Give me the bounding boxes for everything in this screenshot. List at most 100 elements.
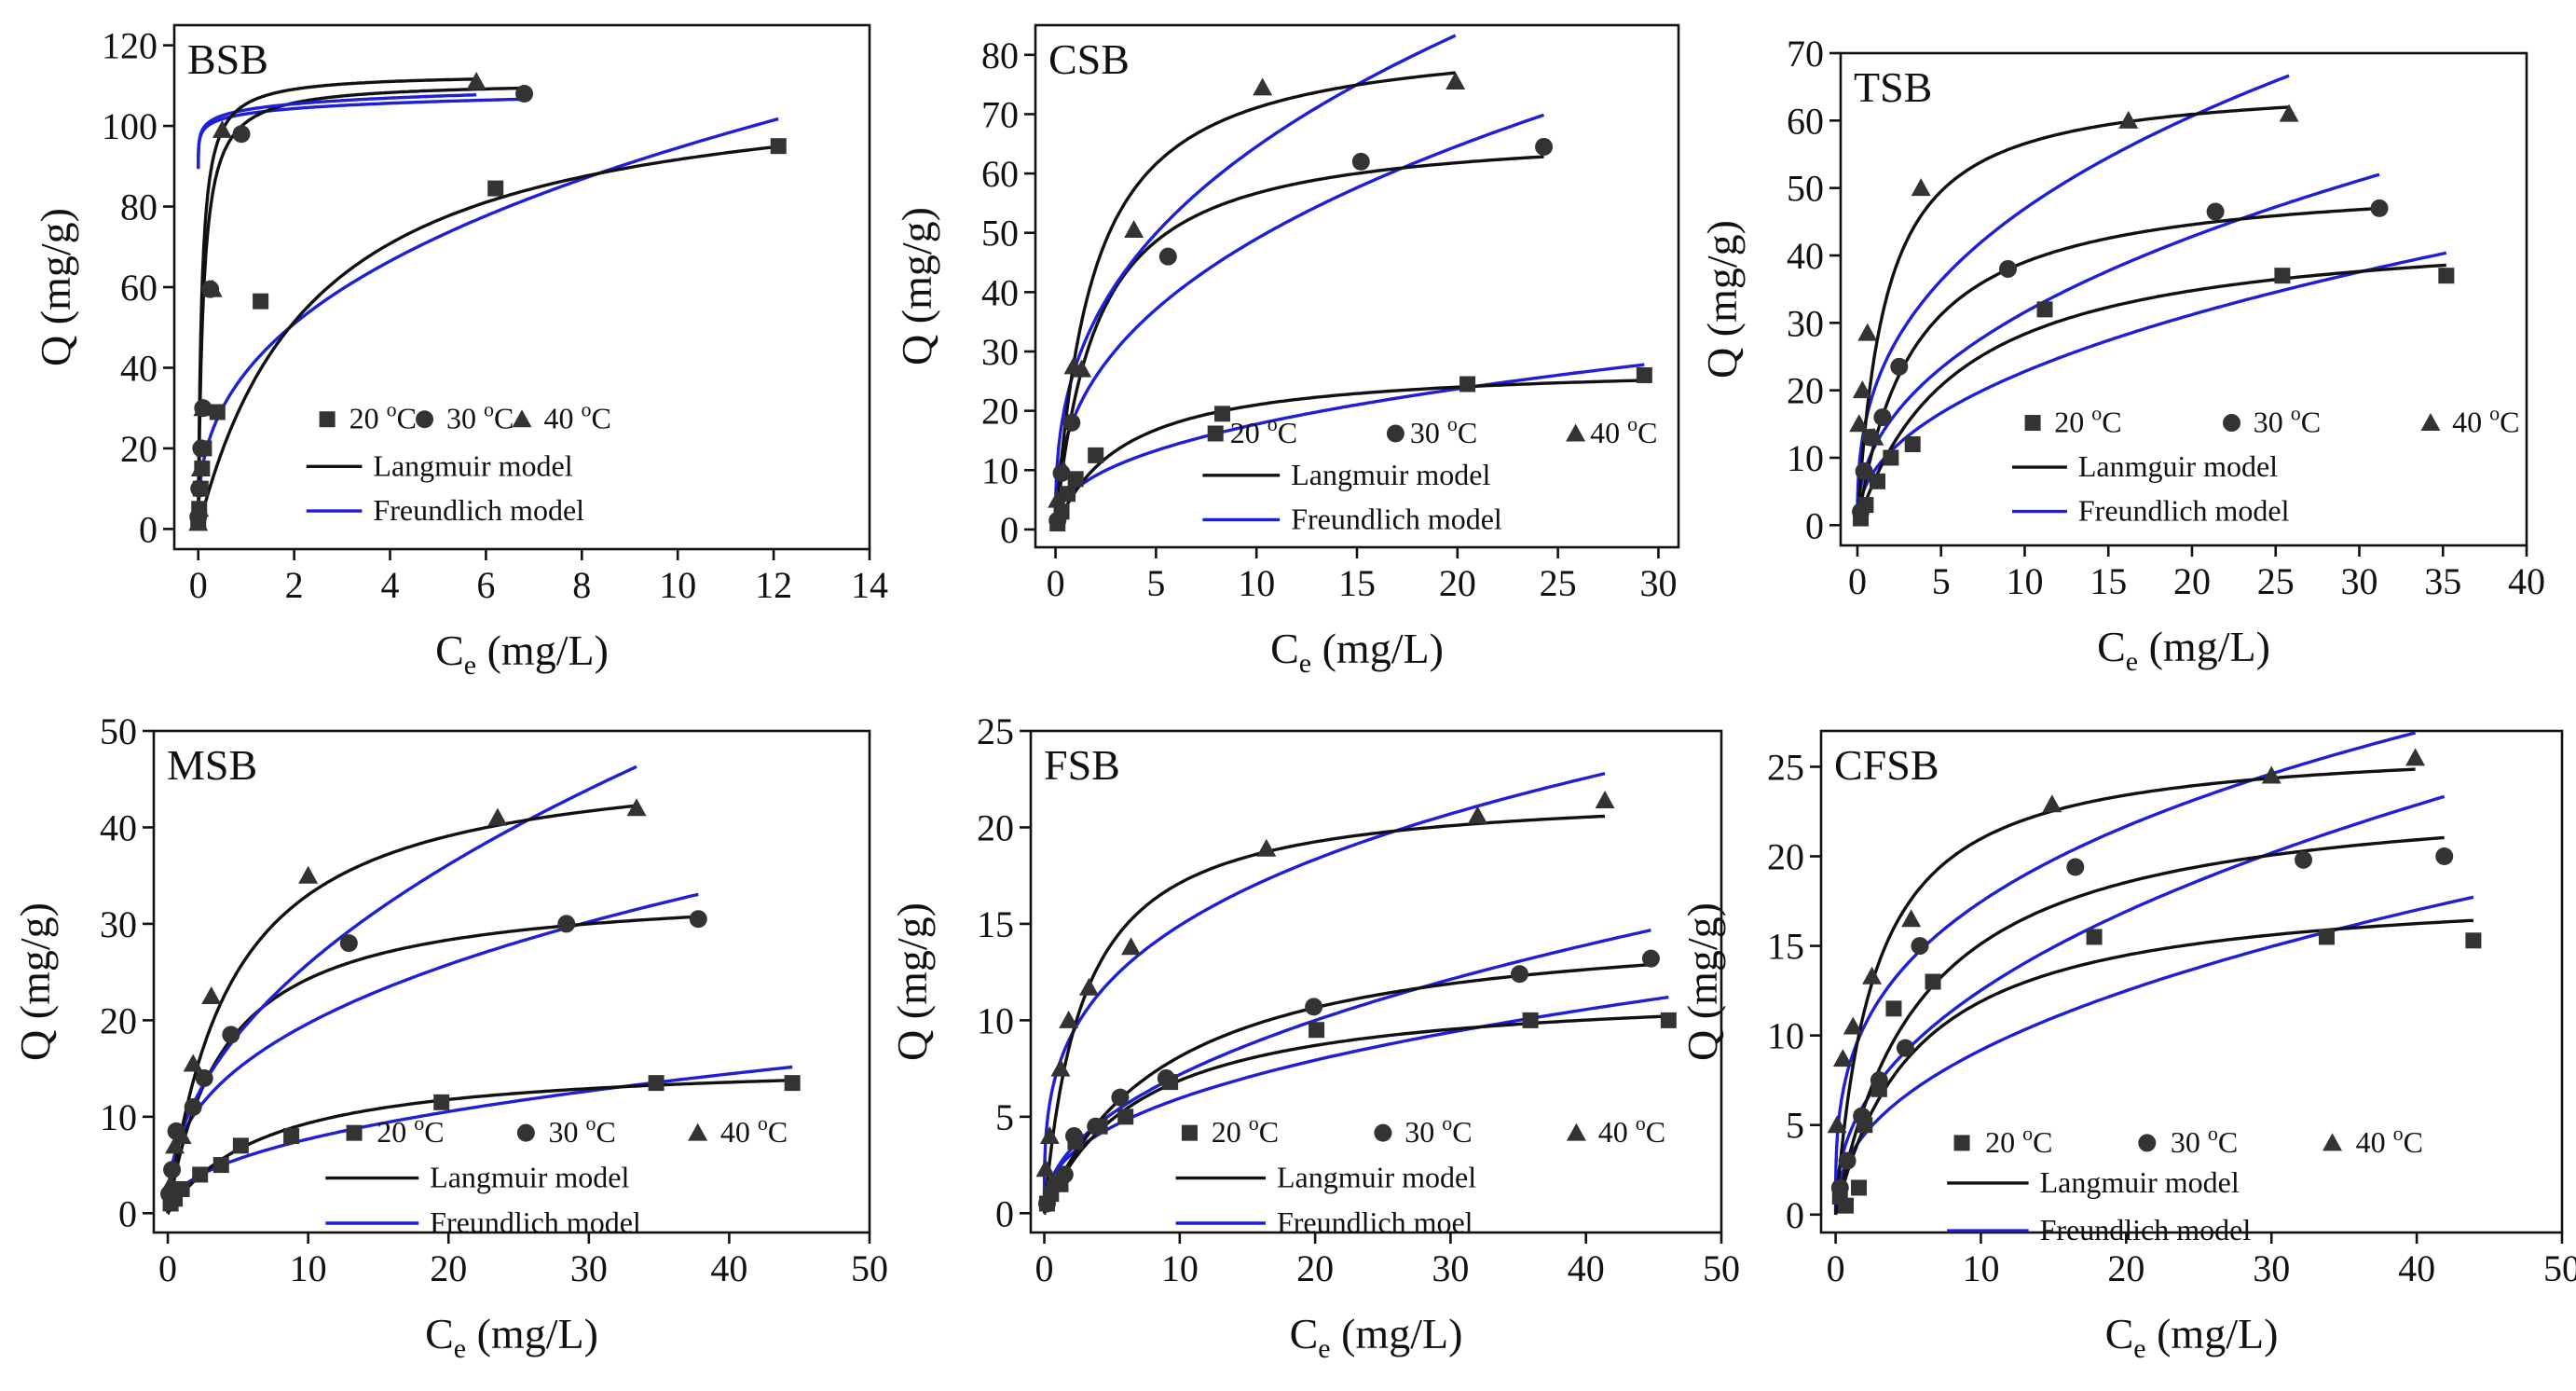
- legend-freundlich-label: Freundlich model: [2078, 494, 2290, 528]
- y-tick-label: 60: [120, 267, 158, 309]
- data-point: [1035, 1159, 1056, 1178]
- y-tick-label: 40: [1787, 235, 1824, 277]
- x-tick-label: 10: [659, 564, 696, 606]
- legend-series-label: 30 oC: [549, 1111, 616, 1149]
- data-point: [1055, 1165, 1074, 1184]
- y-tick-label: 20: [120, 428, 158, 470]
- data-point: [1838, 1197, 1854, 1214]
- data-point: [1595, 790, 1615, 808]
- langmuir-curve: [1042, 814, 1606, 1214]
- data-point: [1853, 1107, 1871, 1125]
- data-point: [1855, 461, 1873, 480]
- y-tick-label: 15: [1767, 926, 1804, 968]
- data-point: [1857, 323, 1878, 341]
- fit-curves: [1856, 74, 2447, 526]
- langmuir-curve: [1856, 105, 2290, 526]
- langmuir-curve: [197, 77, 477, 527]
- data-point: [2274, 268, 2291, 284]
- x-tick-label: 30: [1639, 562, 1677, 604]
- legend-series-label: 20 oC: [1230, 412, 1297, 449]
- data-point: [339, 934, 358, 953]
- fit-curves: [1042, 772, 1669, 1215]
- legend-freundlich-label: Freundlich moel: [1277, 1205, 1473, 1239]
- data-point: [1467, 806, 1487, 824]
- data-point: [1852, 503, 1870, 521]
- data-point: [557, 915, 576, 933]
- y-tick-label: 20: [977, 806, 1014, 848]
- data-point: [2295, 850, 2313, 869]
- data-point: [1864, 427, 1884, 446]
- data-point: [1869, 473, 1885, 489]
- data-point: [190, 459, 211, 477]
- legend-marker: [346, 1124, 363, 1141]
- data-point: [232, 125, 251, 144]
- panel-msb: 0 10 20 30 40 50 0 10 20 30 40 50 Ce (mg/L) Q (mg/g) M…: [11, 710, 888, 1364]
- plot-frame: [1029, 729, 1723, 1234]
- x-tick-label: 5: [1932, 560, 1951, 602]
- data-point: [253, 293, 269, 310]
- legend: 20 oC 30 oC 40 oC Langmuir model Freundlich …: [1175, 1111, 1665, 1239]
- y-axis-label: Q (mg/g): [893, 207, 940, 365]
- y-tick-label: 30: [981, 331, 1019, 373]
- panel-title: CSB: [1048, 35, 1130, 83]
- legend-series-label: 30 oC: [2254, 402, 2321, 439]
- data-point: [222, 1026, 240, 1044]
- x-tick-label: 10: [2006, 560, 2043, 602]
- panel-fsb: 0 10 20 30 40 50 0 5 10 15 20 25 Ce (mg/L) Q (mg/g) FS…: [888, 710, 1740, 1364]
- data-point: [648, 1075, 665, 1092]
- freundlich-curve: [1053, 34, 1457, 520]
- data-point: [2118, 110, 2139, 129]
- data-point: [1078, 977, 1099, 996]
- langmuir-curve: [197, 86, 525, 528]
- data-point: [1060, 486, 1076, 503]
- y-tick-label: 60: [981, 153, 1019, 195]
- legend-series-label: 40 oC: [720, 1111, 788, 1149]
- y-tick-label: 0: [1786, 1194, 1804, 1236]
- y-axis-label: Q (mg/g): [1679, 902, 1726, 1061]
- data-point: [1849, 414, 1870, 433]
- data-point: [189, 499, 210, 517]
- y-tick-label: 120: [102, 25, 158, 67]
- panel-bsb: 0 2 4 6 8 10 12 14 0 20 40 60 80 100 120 Ce (mg/L) Q (mg…: [32, 23, 888, 681]
- x-axis-label: Ce (mg/L): [425, 1310, 598, 1364]
- legend-series-label: 40 oC: [1598, 1111, 1665, 1149]
- data-point: [1053, 460, 1074, 478]
- y-tick-label: 70: [981, 93, 1019, 135]
- panel-tsb: 0 5 10 15 20 25 30 35 40 0 10 20 30 40 50 60 70 Ce (mg/L)…: [1698, 33, 2545, 677]
- legend-series-label: 20 oC: [1985, 1122, 2052, 1159]
- x-tick-label: 0: [158, 1247, 177, 1289]
- x-tick-label: 10: [1161, 1247, 1199, 1289]
- x-axis-label: Ce (mg/L): [2097, 623, 2270, 677]
- data-point: [160, 1174, 181, 1192]
- y-tick-label: 50: [100, 710, 137, 752]
- data-point: [202, 279, 223, 297]
- data-point: [2086, 929, 2103, 945]
- y-tick-label: 20: [1767, 836, 1804, 878]
- data-point: [1253, 77, 1273, 96]
- data-point: [433, 1094, 450, 1110]
- data-point: [184, 1098, 202, 1116]
- data-point: [784, 1075, 801, 1092]
- data-point: [1064, 1127, 1083, 1146]
- legend-langmuir-label: Langmuir model: [1277, 1161, 1476, 1194]
- data-point: [487, 807, 508, 826]
- data-point: [1157, 1068, 1175, 1087]
- panel-title: CFSB: [1834, 741, 1939, 789]
- langmuir-curve: [1053, 379, 1645, 531]
- x-tick-label: 40: [2398, 1247, 2435, 1289]
- data-point: [232, 1137, 249, 1154]
- y-tick-label: 0: [139, 508, 158, 550]
- freundlich-curve: [1856, 172, 2380, 523]
- y-axis-label: Q (mg/g): [888, 902, 936, 1061]
- x-tick-label: 8: [572, 564, 591, 606]
- legend-langmuir-label: Langmuir model: [2040, 1165, 2240, 1199]
- data-point: [2370, 199, 2389, 217]
- data-point: [1039, 1126, 1060, 1145]
- data-point: [770, 138, 787, 155]
- x-tick-label: 20: [1439, 562, 1476, 604]
- legend-marker: [1566, 423, 1586, 442]
- x-tick-label: 30: [570, 1247, 608, 1289]
- legend-marker: [319, 411, 336, 428]
- legend-series-label: 30 oC: [1404, 1111, 1472, 1149]
